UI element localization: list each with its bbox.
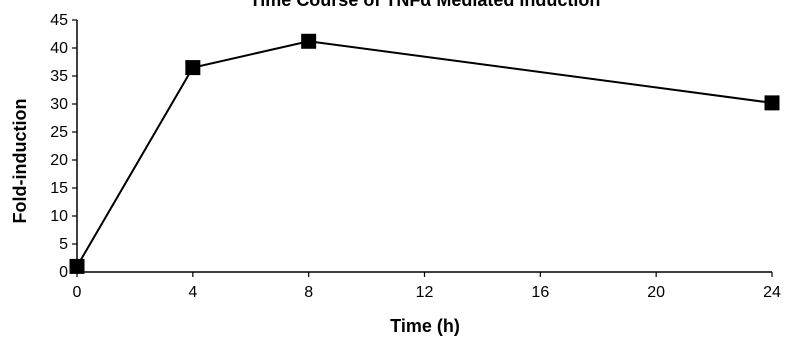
series-line bbox=[76, 40, 773, 267]
y-tick-label: 35 bbox=[50, 68, 68, 85]
chart-title: Time Course of TNFα Mediated Induction bbox=[250, 0, 601, 10]
y-tick-label: 20 bbox=[50, 152, 68, 169]
x-axis-ticks: 0 4 8 12 16 20 24 bbox=[73, 272, 781, 301]
data-point-marker bbox=[764, 95, 780, 111]
data-series bbox=[69, 33, 780, 274]
axes bbox=[76, 20, 772, 273]
x-tick-label: 0 bbox=[73, 284, 82, 301]
data-point-marker bbox=[301, 33, 317, 49]
y-tick-label: 30 bbox=[50, 96, 68, 113]
y-tick-label: 15 bbox=[50, 180, 68, 197]
x-tick-label: 12 bbox=[416, 284, 434, 301]
x-tick-label: 8 bbox=[304, 284, 313, 301]
y-tick-label: 0 bbox=[59, 264, 68, 281]
y-axis-title: Fold-induction bbox=[10, 99, 30, 224]
y-tick-label: 10 bbox=[50, 208, 68, 225]
y-tick-label: 5 bbox=[59, 236, 68, 253]
x-tick-label: 16 bbox=[531, 284, 549, 301]
y-tick-label: 45 bbox=[50, 12, 68, 29]
y-axis-ticks: 0 5 10 15 20 25 30 35 40 45 bbox=[50, 12, 77, 281]
y-tick-label: 25 bbox=[50, 124, 68, 141]
x-tick-label: 4 bbox=[188, 284, 197, 301]
x-tick-label: 20 bbox=[647, 284, 665, 301]
data-point-marker bbox=[185, 60, 201, 76]
data-point-marker bbox=[69, 258, 85, 274]
x-axis-title: Time (h) bbox=[390, 316, 460, 336]
x-tick-label: 24 bbox=[763, 284, 781, 301]
y-tick-label: 40 bbox=[50, 40, 68, 57]
